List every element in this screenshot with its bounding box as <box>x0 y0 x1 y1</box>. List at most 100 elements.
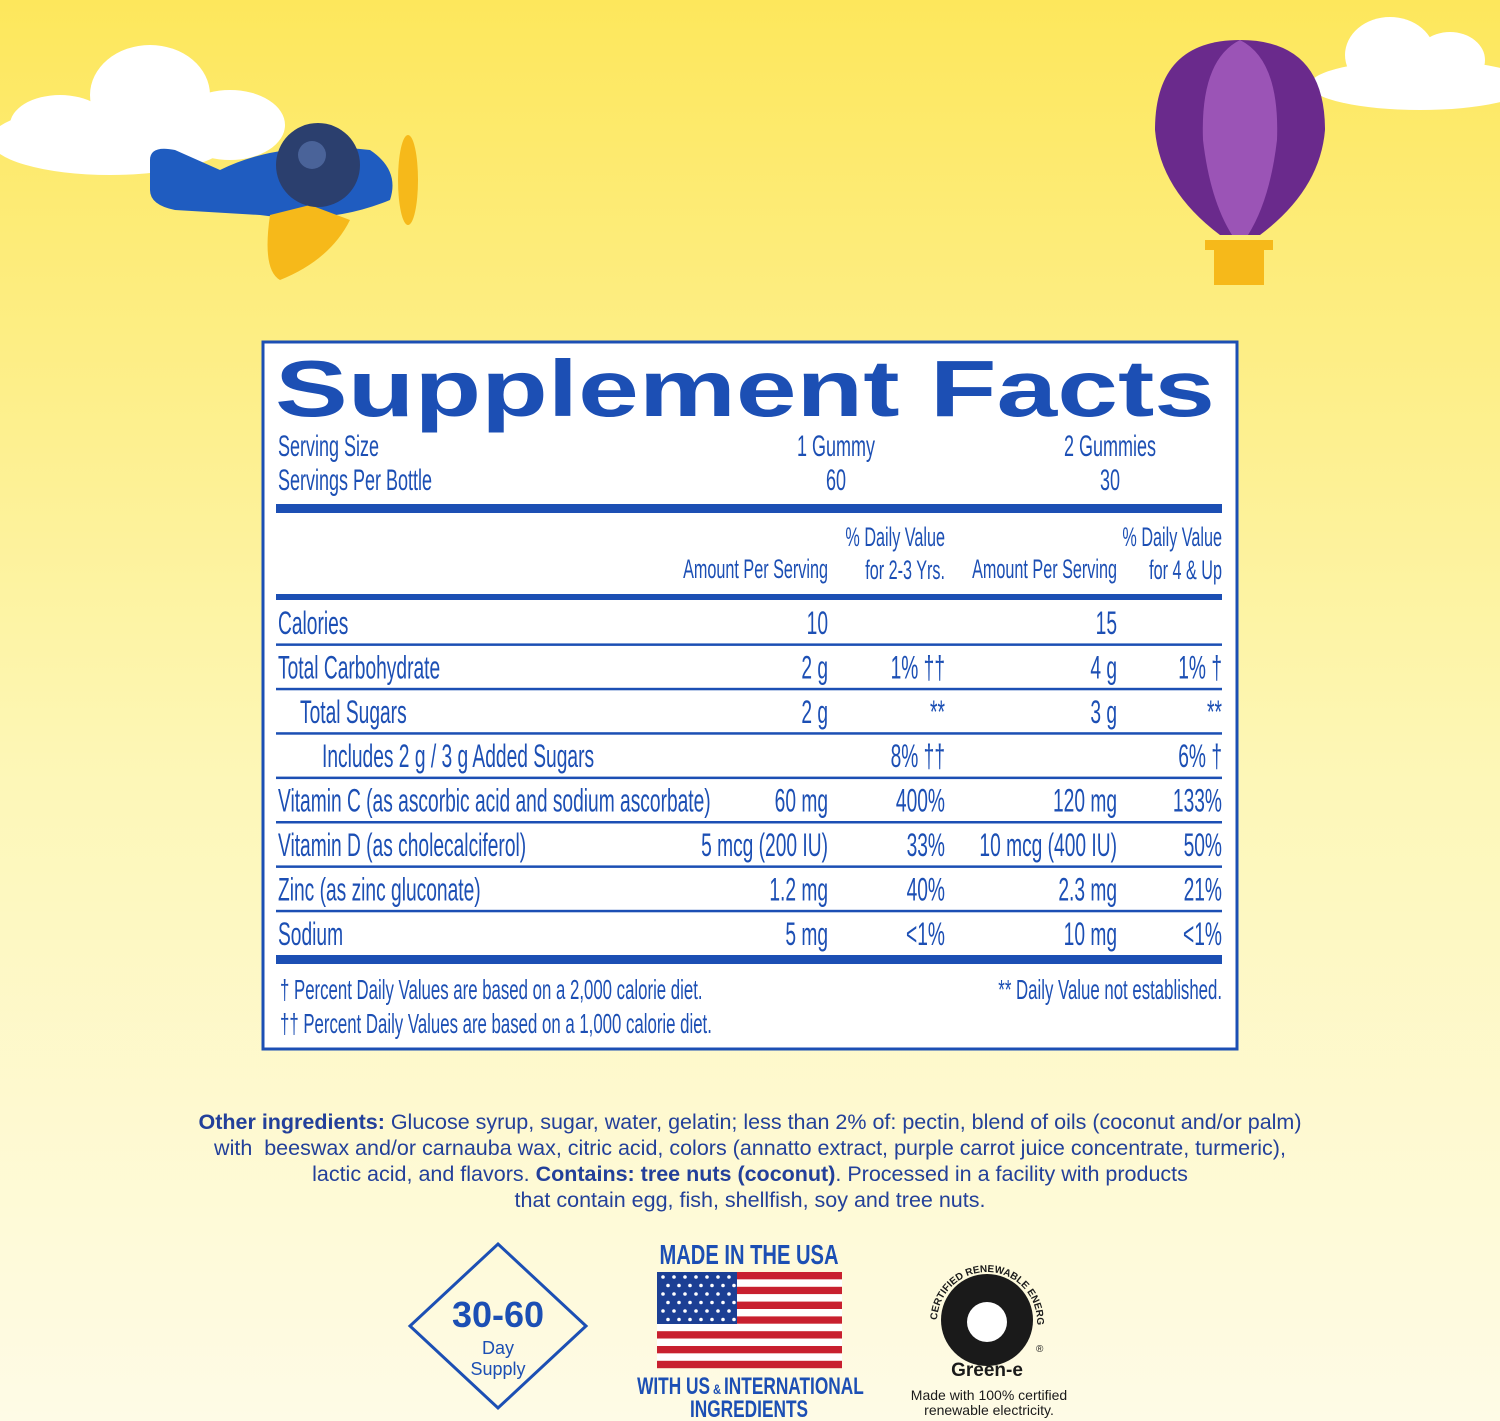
column-header: Amount Per Serving <box>683 554 828 584</box>
flag-stripe <box>657 1309 842 1317</box>
green-e-caption: Made with 100% certified <box>911 1387 1067 1403</box>
ingredients-line: with beeswax and/or carnauba wax, citric… <box>213 1136 1286 1160</box>
footnote: ** Daily Value not established. <box>998 974 1222 1006</box>
nutrient-label: Zinc (as zinc gluconate) <box>278 871 481 907</box>
flag-star <box>694 1275 698 1279</box>
column-header: % Daily Value <box>845 522 945 552</box>
servings-value: 60 <box>826 465 846 498</box>
green-e-name: Green-e <box>951 1360 1023 1381</box>
flag-star <box>694 1292 698 1296</box>
flag-star <box>688 1300 692 1305</box>
nutrient-dv-1: 8% †† <box>891 738 945 774</box>
serving-value: 1 Gummy <box>797 431 875 464</box>
registered-mark: ® <box>1036 1344 1044 1355</box>
servings-value: 30 <box>1100 465 1120 498</box>
nutrient-label: Includes 2 g / 3 g Added Sugars <box>322 738 594 774</box>
nutrient-label: Total Sugars <box>300 694 407 730</box>
nutrient-amount-1: 2 g <box>801 694 828 730</box>
flag-star <box>666 1300 670 1305</box>
facts-panel <box>261 340 1239 1051</box>
flag-stripe <box>657 1301 842 1309</box>
flag-star <box>672 1309 676 1313</box>
nutrient-dv-2: 21% <box>1184 871 1222 907</box>
flag-star <box>710 1283 714 1288</box>
green-e-logo <box>967 1302 1007 1342</box>
facts-title: Supplement Facts <box>275 344 1215 433</box>
supply-text: Day <box>482 1338 514 1358</box>
nutrient-amount-2: 2.3 mg <box>1058 871 1117 907</box>
nutrient-amount-2: 15 <box>1096 605 1117 641</box>
cloud-right <box>1310 17 1500 110</box>
flag-star <box>732 1317 736 1322</box>
nutrient-amount-1: 10 <box>807 605 828 641</box>
nutrient-dv-1: ** <box>930 694 945 730</box>
nutrient-label: Calories <box>278 605 348 641</box>
flag-star <box>732 1300 736 1305</box>
flag-star <box>661 1275 665 1279</box>
flag-star <box>688 1283 692 1288</box>
column-header: % Daily Value <box>1122 522 1222 552</box>
ingredients-text: Glucose syrup, sugar, water, gelatin; le… <box>385 1110 1302 1134</box>
flag-stripe <box>657 1272 842 1280</box>
ingredients-text: that contain egg, fish, shellfish, soy a… <box>515 1188 986 1212</box>
nutrient-amount-2: 3 g <box>1090 694 1117 730</box>
serving-label: Serving Size <box>278 431 379 464</box>
row-divider <box>276 909 1222 913</box>
nutrient-label: Sodium <box>278 916 343 952</box>
flag-stripe <box>657 1338 842 1346</box>
flag-star <box>727 1275 731 1279</box>
flag-star <box>699 1317 703 1322</box>
flag-stripe <box>657 1346 842 1354</box>
flag-stripe <box>657 1353 842 1361</box>
flag-stripe <box>657 1294 842 1302</box>
flag-stripe <box>657 1279 842 1287</box>
nutrient-amount-1: 60 mg <box>775 782 828 818</box>
ingredients-line: Other ingredients: Glucose syrup, sugar,… <box>199 1110 1302 1134</box>
nutrient-amount-1: 5 mcg (200 IU) <box>701 827 828 863</box>
nutrient-amount-1: 1.2 mg <box>769 871 828 907</box>
flag-star <box>677 1300 681 1305</box>
flag-stripe <box>657 1331 842 1339</box>
footnote: †† Percent Daily Values are based on a 1… <box>280 1008 712 1040</box>
ingredients-text: with beeswax and/or carnauba wax, citric… <box>213 1136 1286 1160</box>
nutrient-amount-2: 4 g <box>1090 649 1117 685</box>
flag-star <box>721 1283 725 1288</box>
flag-star <box>705 1275 709 1279</box>
nutrient-dv-1: <1% <box>906 916 945 952</box>
row-divider <box>276 732 1222 735</box>
nutrient-dv-2: <1% <box>1183 916 1222 952</box>
flag-star <box>699 1300 703 1305</box>
nutrient-label: Vitamin D (as cholecalciferol) <box>278 827 526 863</box>
nutrient-dv-2: 50% <box>1184 827 1222 863</box>
flag-star <box>666 1283 670 1288</box>
flag-star <box>683 1309 687 1313</box>
flag-canton <box>657 1272 737 1324</box>
row-divider <box>276 643 1222 646</box>
flag-star <box>705 1292 709 1296</box>
flag-star <box>716 1275 720 1279</box>
serving-value: 2 Gummies <box>1064 431 1156 464</box>
flag-star <box>710 1300 714 1305</box>
flag-star <box>732 1283 736 1288</box>
ingredients-line: that contain egg, fish, shellfish, soy a… <box>515 1188 986 1212</box>
nutrient-amount-1: 5 mg <box>785 916 828 952</box>
flag-star <box>699 1283 703 1288</box>
balloon <box>1155 40 1325 285</box>
flag-star <box>710 1317 714 1322</box>
flag-star <box>672 1275 676 1279</box>
nutrient-dv-2: 1% † <box>1178 649 1222 685</box>
supply-range: 30-60 <box>452 1294 544 1335</box>
ingredients-emphasis: Contains: tree nuts (coconut) <box>536 1162 836 1186</box>
supply-diamond <box>407 1241 589 1411</box>
nutrient-label: Vitamin C (as ascorbic acid and sodium a… <box>278 782 711 818</box>
flag-star <box>694 1309 698 1313</box>
usa-title: MADE IN THE USA <box>659 1240 838 1271</box>
nutrient-dv-2: 133% <box>1173 782 1222 818</box>
nutrient-dv-2: ** <box>1207 694 1222 730</box>
flag-stripe <box>657 1323 842 1332</box>
flag-star <box>716 1309 720 1313</box>
nutrient-dv-1: 33% <box>907 827 945 863</box>
flag-star <box>721 1317 725 1322</box>
nutrient-amount-2: 10 mg <box>1064 916 1117 952</box>
flag-stripe <box>657 1316 842 1324</box>
